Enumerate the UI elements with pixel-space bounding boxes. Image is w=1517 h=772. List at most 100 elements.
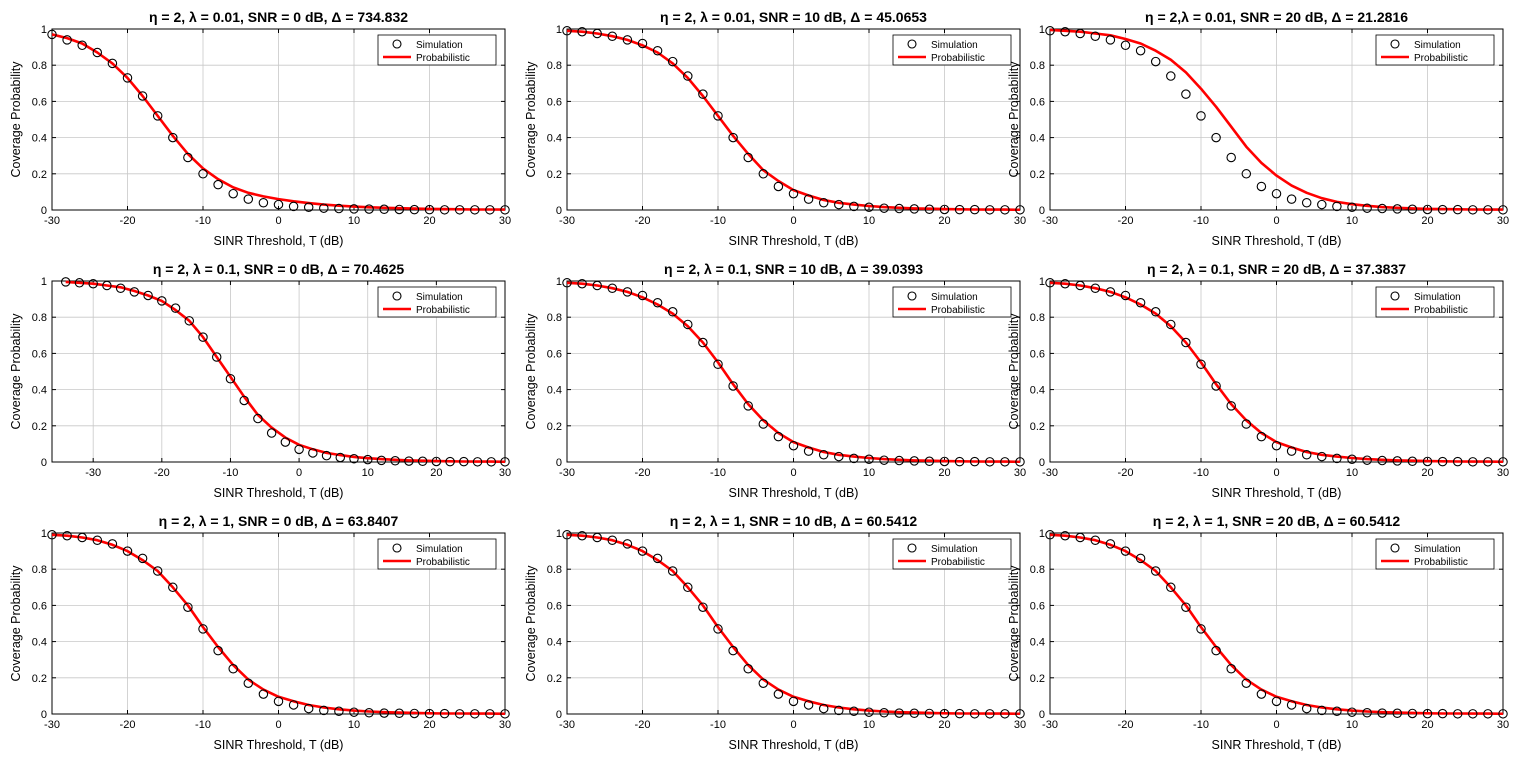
y-tick-label: 0.6 [547, 96, 562, 108]
simulation-point [1196, 359, 1206, 370]
simulation-point [500, 709, 510, 719]
y-tick-label: 0.6 [547, 600, 562, 612]
simulation-point [1196, 111, 1206, 121]
simulation-point [319, 705, 329, 716]
x-tick-label: -10 [195, 719, 211, 731]
simulation-point [1060, 26, 1070, 37]
simulation-point [1166, 319, 1176, 330]
legend-probabilistic-label: Probabilistic [1414, 53, 1468, 64]
simulation-point [1362, 707, 1372, 718]
simulation-point [1392, 708, 1403, 719]
simulation-point [1256, 431, 1267, 442]
simulation-point [1045, 278, 1055, 288]
simulation-point [1196, 624, 1206, 634]
simulation-point [1422, 204, 1433, 215]
x-axis-label: SINR Threshold, T (dB) [214, 486, 344, 500]
simulation-point [1075, 28, 1085, 39]
simulation-point [1498, 205, 1508, 215]
y-tick-label: 0 [556, 205, 562, 217]
simulation-point [1226, 401, 1236, 411]
simulation-point [773, 181, 784, 192]
chart-panel-1: -30 -20 -10 0 10 20 30 0 0.2 0.4 0.6 0.8 1 η = 2, λ =… [9, 9, 511, 248]
simulation-point [834, 199, 844, 210]
simulation-point [47, 530, 57, 540]
simulation-point [211, 352, 222, 362]
simulation-point [157, 296, 167, 306]
simulation-point [607, 535, 618, 545]
legend-simulation-marker [1390, 39, 1400, 49]
y-tick-label: 0.2 [547, 169, 562, 181]
y-tick-label: 0 [1039, 709, 1045, 721]
simulation-point [698, 89, 708, 99]
x-tick-label: 10 [1346, 215, 1358, 227]
simulation-point [1120, 546, 1131, 556]
simulation-point [1407, 204, 1418, 215]
y-tick-label: 0 [41, 709, 47, 721]
simulation-point [319, 203, 329, 213]
simulation-point [143, 290, 153, 301]
legend-simulation-marker [392, 39, 402, 49]
simulation-point [818, 450, 829, 460]
simulation-point [909, 456, 920, 466]
simulation-point [409, 708, 420, 719]
simulation-point [362, 454, 373, 465]
simulation-point [879, 455, 889, 465]
simulation-point [122, 546, 133, 556]
simulation-point [1286, 446, 1297, 456]
simulation-point [1166, 582, 1176, 593]
x-tick-label: 0 [1273, 719, 1279, 731]
simulation-point [424, 708, 435, 719]
simulation-point [62, 35, 72, 45]
simulation-point [168, 582, 178, 593]
simulation-point [788, 440, 799, 451]
simulation-point [288, 201, 299, 212]
y-tick-label: 0.6 [32, 96, 47, 108]
simulation-point [743, 401, 753, 411]
simulation-point [486, 457, 497, 467]
simulation-point [1015, 709, 1025, 719]
y-tick-label: 0.2 [32, 421, 47, 433]
x-tick-label: -30 [44, 719, 60, 731]
y-tick-label: 0.4 [1030, 385, 1045, 397]
simulation-point [1015, 205, 1025, 215]
simulation-point [379, 708, 389, 718]
x-tick-label: -20 [154, 467, 170, 479]
simulation-point [349, 707, 359, 717]
simulation-point [1498, 709, 1508, 719]
y-tick-label: 0.8 [547, 564, 562, 576]
simulation-point [1422, 708, 1433, 719]
chart-panel-6: -30 -20 -10 0 10 20 30 0 0.2 0.4 0.6 0.8 1 η = 2, λ =… [1007, 261, 1509, 500]
simulation-point [939, 204, 950, 215]
x-tick-label: -30 [85, 467, 101, 479]
simulation-point [637, 546, 648, 556]
simulation-point [1090, 283, 1101, 293]
simulation-point [879, 707, 889, 718]
simulation-point [349, 204, 359, 214]
simulation-point [1452, 204, 1463, 215]
chart-title: η = 2,λ = 0.01, SNR = 20 dB, Δ = 21.2816 [1145, 9, 1408, 25]
chart-title: η = 2, λ = 0.01, SNR = 0 dB, Δ = 734.832 [149, 9, 408, 25]
simulation-point [376, 455, 387, 466]
chart-panel-7: -30 -20 -10 0 10 20 30 0 0.2 0.4 0.6 0.8 1 η = 2, λ =… [9, 513, 511, 752]
simulation-point [607, 283, 618, 293]
simulation-point [88, 278, 98, 289]
x-tick-label: 0 [275, 215, 281, 227]
simulation-point [1000, 457, 1010, 467]
y-tick-label: 1 [556, 24, 562, 36]
simulation-point [758, 169, 769, 179]
simulation-point [288, 700, 299, 710]
simulation-point [743, 152, 753, 163]
y-tick-label: 0.8 [1030, 312, 1045, 324]
probabilistic-curve [52, 33, 506, 211]
x-tick-label: -20 [1118, 719, 1134, 731]
simulation-point [1256, 689, 1267, 699]
y-tick-label: 0.8 [32, 312, 47, 324]
simulation-point [894, 455, 904, 466]
simulation-point [637, 290, 648, 301]
chart-panel-5: -30 -20 -10 0 10 20 30 0 0.2 0.4 0.6 0.8 1 η = 2, λ =… [524, 261, 1026, 500]
simulation-point [1362, 455, 1372, 465]
y-axis-label: Coverage Probability [9, 61, 23, 178]
y-tick-label: 0.4 [32, 385, 47, 397]
x-tick-label: 20 [938, 215, 950, 227]
chart-title: η = 2, λ = 1, SNR = 20 dB, Δ = 60.5412 [1153, 513, 1401, 529]
